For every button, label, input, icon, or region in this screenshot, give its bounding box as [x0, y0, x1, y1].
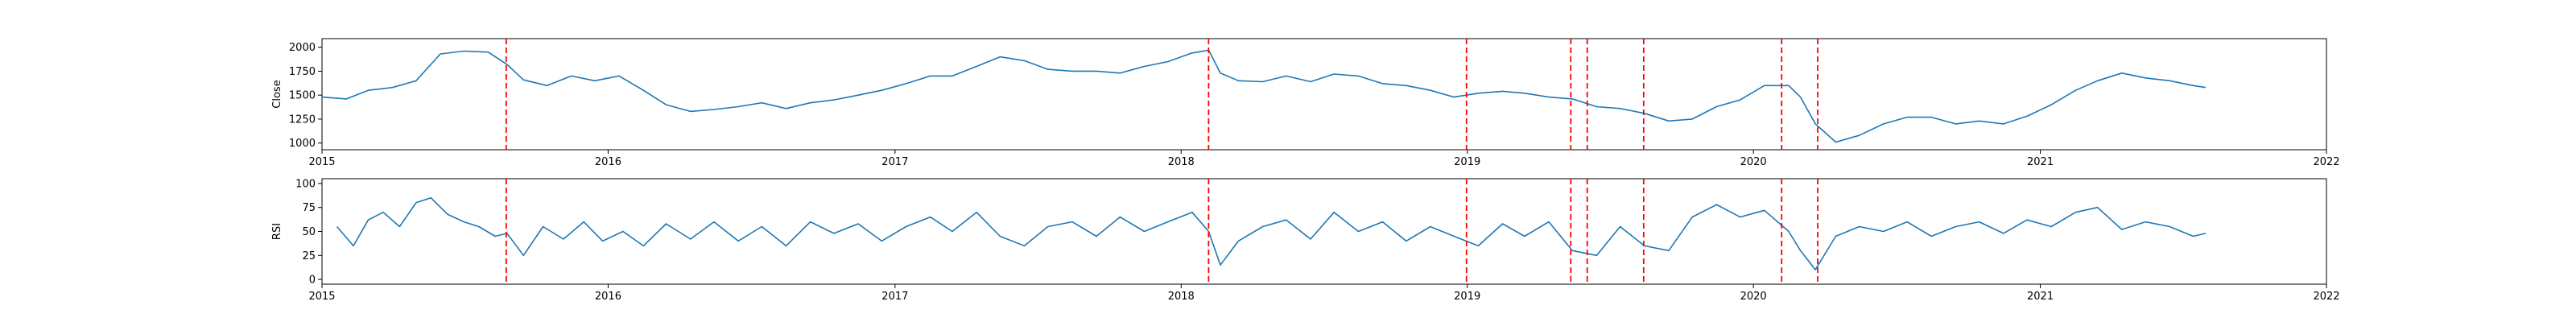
x-tick-label: 2020: [1740, 156, 1767, 168]
x-tick-label: 2022: [2313, 156, 2339, 168]
data-series-line: [321, 49, 2207, 143]
x-tick-label: 2015: [308, 156, 335, 168]
x-tick-label: 2021: [2027, 156, 2054, 168]
y-tick-label: 2000: [289, 42, 316, 54]
x-tick-label: 2021: [2027, 291, 2054, 303]
axes-frame: [321, 38, 2327, 151]
y-tick-label: 1500: [289, 90, 316, 102]
y-axis-label: RSI: [271, 223, 283, 240]
x-tick-label: 2022: [2313, 291, 2339, 303]
x-tick-label: 2020: [1740, 291, 1767, 303]
y-tick-label: 1000: [289, 138, 316, 150]
y-tick-label: 1250: [289, 114, 316, 126]
x-tick-label: 2015: [308, 291, 335, 303]
x-tick-label: 2017: [881, 291, 908, 303]
x-tick-label: 2019: [1454, 291, 1480, 303]
x-tick-label: 2019: [1454, 156, 1480, 168]
y-tick-label: 25: [302, 250, 316, 262]
x-tick-label: 2018: [1168, 156, 1195, 168]
data-series-line: [336, 197, 2207, 270]
x-tick-label: 2016: [595, 291, 621, 303]
y-axis-label: Close: [271, 80, 283, 108]
y-tick-label: 1750: [289, 66, 316, 78]
y-tick-label: 50: [302, 226, 316, 238]
y-tick-label: 0: [309, 275, 316, 287]
rsi-panel: 0 25 50 75 100 2015 2016 2017 2018 2019 2020 2021 20…: [271, 178, 2340, 303]
close-price-panel: 1000 1250 1500 1750 2000 2015 2016 2017 2018 2019…: [271, 38, 2340, 168]
x-tick-label: 2017: [881, 156, 908, 168]
x-tick-label: 2016: [595, 156, 621, 168]
y-tick-label: 100: [295, 178, 316, 190]
y-tick-label: 75: [302, 202, 316, 214]
x-tick-label: 2018: [1168, 291, 1195, 303]
